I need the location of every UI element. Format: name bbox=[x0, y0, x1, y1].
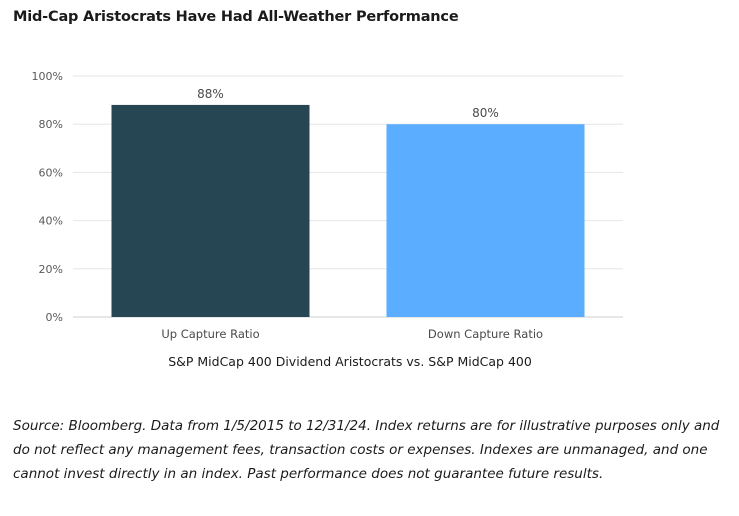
category-labels: Up Capture Ratio Down Capture Ratio bbox=[161, 327, 543, 341]
y-tick-label: 60% bbox=[39, 166, 63, 179]
y-tick-label: 40% bbox=[39, 215, 63, 228]
source-footnote: Source: Bloomberg. Data from 1/5/2015 to… bbox=[13, 418, 720, 482]
y-tick-label: 100% bbox=[32, 70, 63, 83]
data-label: 80% bbox=[472, 106, 499, 120]
bars bbox=[111, 104, 585, 317]
bar-chart: 0% 20% 40% 60% 80% 100% 88% 80% Up Capture Rat… bbox=[32, 70, 623, 341]
data-labels: 88% 80% bbox=[197, 87, 499, 120]
category-label: Down Capture Ratio bbox=[428, 327, 543, 341]
y-tick-label: 20% bbox=[39, 263, 63, 276]
bar-down-capture bbox=[386, 124, 585, 317]
category-label: Up Capture Ratio bbox=[161, 327, 259, 341]
y-axis-ticks: 0% 20% 40% 60% 80% 100% bbox=[32, 70, 63, 324]
chart-title: Mid-Cap Aristocrats Have Had All-Weather… bbox=[13, 9, 459, 25]
bar-up-capture bbox=[111, 104, 310, 317]
y-tick-label: 80% bbox=[39, 118, 63, 131]
data-label: 88% bbox=[197, 87, 224, 101]
y-tick-label: 0% bbox=[46, 311, 63, 324]
x-axis-label: S&P MidCap 400 Dividend Aristocrats vs. … bbox=[168, 354, 532, 369]
